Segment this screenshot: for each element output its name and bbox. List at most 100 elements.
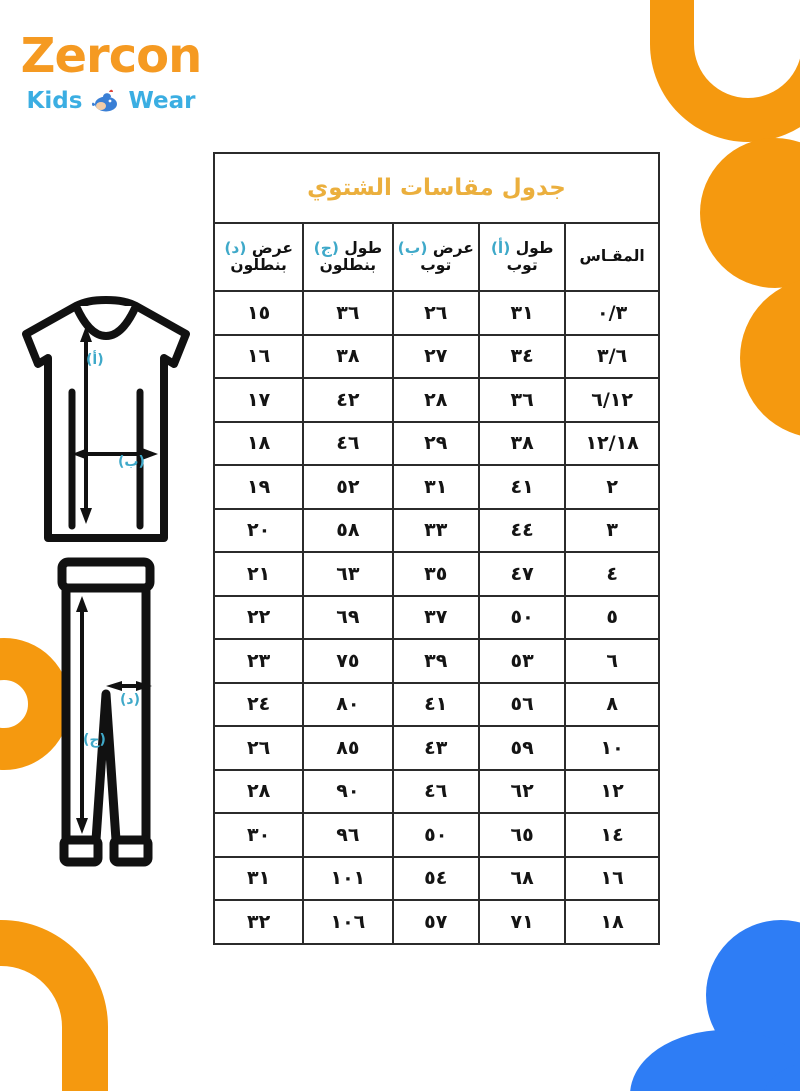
winter-size-chart-table: جدول مقاسات الشتوي المقـاس طول (أ) توب ع… [212,152,660,945]
table-row: ١٨ ٧١ ٥٧ ١٠٦ ٣٢ [212,899,660,945]
cell-size: ٣/٦ [564,333,660,379]
column-header-pant-length: طول (ج) بنطلون [302,222,394,292]
cell-pant_length: ٩٦ [302,812,394,858]
pant-length-mark: (ج) [313,238,339,257]
cell-top_length: ٦٢ [478,768,567,814]
cell-top_length: ٥٦ [478,681,567,727]
table-row: ٠/٣ ٣١ ٢٦ ٣٦ ١٥ [212,290,660,336]
cell-size: ١٠ [564,725,660,771]
cell-top_length: ٣٦ [478,377,567,423]
table-row: ١٢ ٦٢ ٤٦ ٩٠ ٢٨ [212,768,660,814]
cell-pant_width: ٣٢ [212,899,305,945]
cell-pant_length: ٦٣ [302,551,394,597]
cell-pant_width: ٢١ [212,551,305,597]
cell-top_length: ٥٠ [478,594,567,640]
column-header-size: المقـاس [564,222,660,292]
brand-tagline: Kids Wear [16,88,206,114]
cell-pant_width: ١٦ [212,333,305,379]
cell-top_length: ٤١ [478,464,567,510]
cell-size: ٨ [564,681,660,727]
column-header-pant-width-label: عرض [251,238,293,257]
cell-top_width: ٤٣ [391,725,481,771]
cell-top_length: ٥٩ [478,725,567,771]
column-header-top-width-label: عرض [432,238,474,257]
cell-top_width: ٥٠ [391,812,481,858]
orange-arc-bottom-left-decoration [0,920,108,1091]
blue-circle-bottom-right-decoration [706,920,800,1070]
blue-blob-corner-decoration [760,1062,800,1091]
trousers-diagram: (ج) (د) [44,554,168,876]
brand-name-text: Zercon [20,28,203,84]
cell-pant_length: ٥٨ [302,507,394,553]
cell-pant_width: ٣٠ [212,812,305,858]
cell-top_length: ٣٨ [478,420,567,466]
cell-pant_length: ١٠١ [302,855,394,901]
cell-top_width: ٢٧ [391,333,481,379]
cell-pant_width: ٣١ [212,855,305,901]
table-row: ٣/٦ ٣٤ ٢٧ ٣٨ ١٦ [212,333,660,379]
cell-pant_length: ٨٠ [302,681,394,727]
cell-pant_length: ٤٢ [302,377,394,423]
cell-pant_length: ٩٠ [302,768,394,814]
top-width-mark: (ب) [397,238,428,257]
table-row: ٥ ٥٠ ٣٧ ٦٩ ٢٢ [212,594,660,640]
orange-circle-right-lower-decoration [740,278,800,438]
table-row: ١٢/١٨ ٣٨ ٢٩ ٤٦ ١٨ [212,420,660,466]
table-row: ٦ ٥٣ ٣٩ ٧٥ ٢٣ [212,638,660,684]
cell-size: ٠/٣ [564,290,660,336]
cell-pant_width: ١٩ [212,464,305,510]
orange-circle-right-upper-decoration [700,138,800,288]
blue-blob-bottom-decoration [630,1030,800,1091]
tagline-wear-text: Wear [128,88,196,114]
cell-top_width: ٢٩ [391,420,481,466]
cell-pant_width: ١٨ [212,420,305,466]
column-header-pant-length-label: طول [344,238,383,257]
cell-top_length: ٣٤ [478,333,567,379]
cell-top_length: ٦٨ [478,855,567,901]
cell-pant_width: ٢٦ [212,725,305,771]
page-title: جدول مقاسات الشتوي [213,152,660,224]
cell-pant_width: ١٧ [212,377,305,423]
cell-top_length: ٧١ [478,899,567,945]
table-row: ٣ ٤٤ ٣٣ ٥٨ ٢٠ [212,507,660,553]
cell-size: ١٨ [564,899,660,945]
tagline-kids-text: Kids [26,88,83,114]
pant-length-dimension-label: (ج) [83,732,106,748]
cell-top_width: ٢٨ [391,377,481,423]
cell-pant_length: ٣٦ [302,290,394,336]
cell-top_length: ٦٥ [478,812,567,858]
column-header-pant-width: عرض (د) بنطلون [212,222,305,292]
column-header-top-width: عرض (ب) توب [391,222,481,292]
cell-pant_length: ٣٨ [302,333,394,379]
cell-top_width: ٣٩ [391,638,481,684]
cell-top_width: ٣٣ [391,507,481,553]
table-column-headers: المقـاس طول (أ) توب عرض (ب) توب طول (ج) [212,222,660,292]
cell-pant_width: ٢٨ [212,768,305,814]
top-length-mark: (أ) [490,238,511,257]
table-row: ١٠ ٥٩ ٤٣ ٨٥ ٢٦ [212,725,660,771]
column-header-top-length: طول (أ) توب [478,222,567,292]
cell-pant_length: ٧٥ [302,638,394,684]
cell-size: ٦ [564,638,660,684]
orange-arc-top-right-decoration [650,0,800,142]
column-header-size-label: المقـاس [579,247,645,266]
table-row: ٤ ٤٧ ٣٥ ٦٣ ٢١ [212,551,660,597]
table-row: ١٤ ٦٥ ٥٠ ٩٦ ٣٠ [212,812,660,858]
cell-top_width: ٤١ [391,681,481,727]
cell-pant_length: ٥٢ [302,464,394,510]
column-header-top-length-label: طول [515,238,554,257]
table-row: ١٦ ٦٨ ٥٤ ١٠١ ٣١ [212,855,660,901]
pant-width-dimension-label: (د) [120,692,140,708]
top-width-dimension-label: (ب) [118,454,145,470]
cell-size: ٢ [564,464,660,510]
table-body: ٠/٣ ٣١ ٢٦ ٣٦ ١٥ ٣/٦ ٣٤ ٢٧ ٣٨ ١٦ ٦/١٢ ٣٦ ٢٨ ٤٢ ١٧ ١٢/١٨ ٣… [212,290,660,945]
cell-top_width: ٢٦ [391,290,481,336]
cell-size: ١٢ [564,768,660,814]
cell-top_width: ٣٥ [391,551,481,597]
table-title-head: جدول مقاسات الشتوي [213,152,660,224]
column-header-pant-width-sub: بنطلون [230,256,287,274]
cell-top_length: ٤٧ [478,551,567,597]
cell-size: ٤ [564,551,660,597]
cell-top_width: ٣٧ [391,594,481,640]
